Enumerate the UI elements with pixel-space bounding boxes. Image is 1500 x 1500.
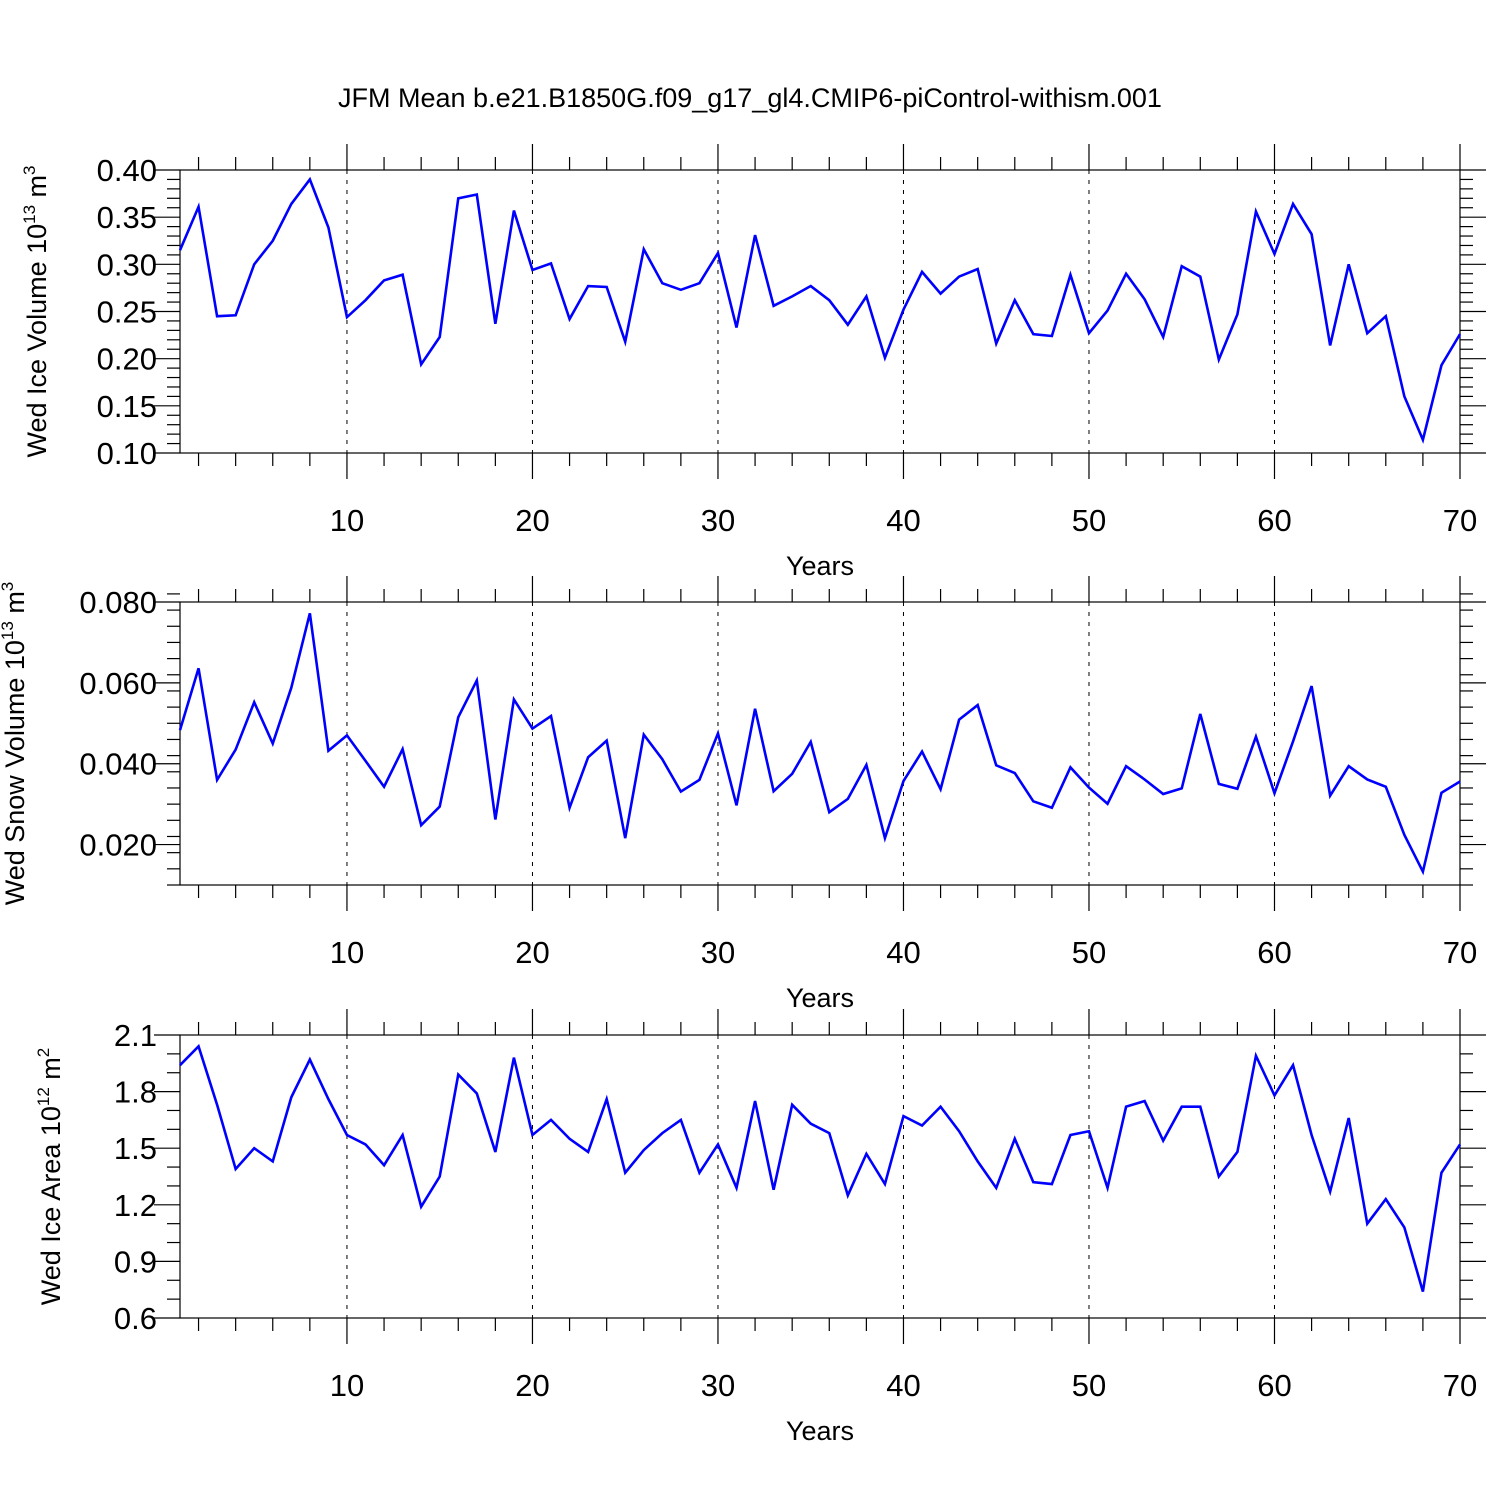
x-tick-label: 70 <box>1443 1368 1477 1403</box>
x-tick-label: 30 <box>701 935 735 970</box>
y-tick-label: 0.10 <box>97 436 157 471</box>
y-tick-label: 0.15 <box>97 389 157 424</box>
x-tick-label: 40 <box>886 935 920 970</box>
y-tick-label: 0.20 <box>97 342 157 377</box>
y-tick-label: 0.6 <box>114 1301 157 1336</box>
y-tick-label: 0.060 <box>79 666 157 701</box>
y-tick-label: 1.2 <box>114 1188 157 1223</box>
series-line <box>178 613 1461 876</box>
y-tick-label: 0.25 <box>97 295 157 330</box>
x-tick-label: 50 <box>1072 503 1106 538</box>
x-tick-label: 20 <box>515 1368 549 1403</box>
x-tick-label: 30 <box>701 1368 735 1403</box>
x-tick-label: 20 <box>515 503 549 538</box>
x-axis-title: Years <box>786 1416 854 1446</box>
x-tick-label: 70 <box>1443 503 1477 538</box>
x-tick-label: 40 <box>886 1368 920 1403</box>
plot-frame <box>179 1034 1461 1319</box>
y-tick-label: 0.040 <box>79 747 157 782</box>
x-tick-label: 30 <box>701 503 735 538</box>
y-axis-title: Wed Ice Volume 1013 m3 <box>20 165 52 457</box>
x-tick-label: 50 <box>1072 935 1106 970</box>
x-tick-label: 70 <box>1443 935 1477 970</box>
y-tick-label: 1.8 <box>114 1075 157 1110</box>
panels: 0.10 0.15 0.20 0.25 0.30 0.35 0.40 10 20 30 40 50 60… <box>0 144 1486 1446</box>
chart-panel-2: 0.020 0.040 0.060 0.080 10 20 30 40 50 60 70 Years W… <box>0 576 1486 1013</box>
y-axis-title: Wed Snow Volume 1013 m3 <box>0 582 30 906</box>
x-tick-label: 40 <box>886 503 920 538</box>
x-tick-label: 10 <box>330 935 364 970</box>
x-tick-label: 10 <box>330 503 364 538</box>
y-tick-label: 2.1 <box>114 1018 157 1053</box>
y-tick-label: 0.40 <box>97 153 157 188</box>
x-axis-title: Years <box>786 983 854 1013</box>
x-tick-label: 60 <box>1257 503 1291 538</box>
x-axis-title: Years <box>786 551 854 581</box>
x-tick-label: 50 <box>1072 1368 1106 1403</box>
y-axis-title: Wed Ice Area 1012 m2 <box>34 1048 66 1306</box>
chart-panel-3: 0.6 0.9 1.2 1.5 1.8 2.1 10 20 30 40 50 60 70 Years Wed… <box>34 1009 1486 1446</box>
y-tick-label: 0.080 <box>79 585 157 620</box>
x-tick-label: 10 <box>330 1368 364 1403</box>
y-tick-label: 0.9 <box>114 1244 157 1279</box>
x-tick-label: 60 <box>1257 1368 1291 1403</box>
x-tick-label: 20 <box>515 935 549 970</box>
chart-panel-1: 0.10 0.15 0.20 0.25 0.30 0.35 0.40 10 20 30 40 50 60… <box>20 144 1486 581</box>
plot-frame <box>179 601 1461 886</box>
plot-frame <box>179 169 1461 454</box>
y-tick-label: 1.5 <box>114 1131 157 1166</box>
y-tick-label: 0.30 <box>97 247 157 282</box>
figure-title: JFM Mean b.e21.B1850G.f09_g17_gl4.CMIP6-… <box>338 83 1162 113</box>
y-tick-label: 0.35 <box>97 200 157 235</box>
series-line <box>178 176 1462 444</box>
y-tick-label: 0.020 <box>79 828 157 863</box>
series-line <box>179 1043 1462 1292</box>
x-tick-label: 60 <box>1257 935 1291 970</box>
